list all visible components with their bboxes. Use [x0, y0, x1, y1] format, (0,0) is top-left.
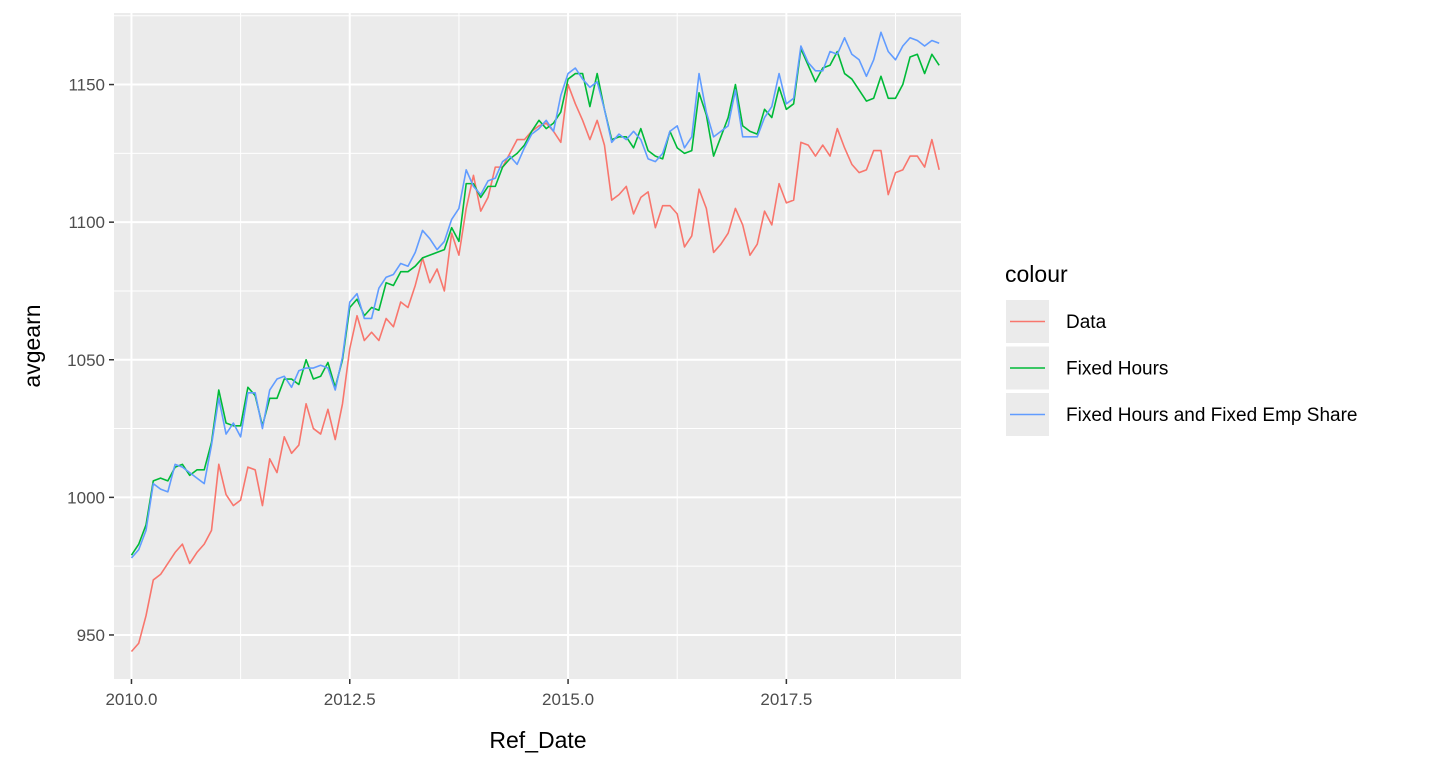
legend: colour Data Fixed Hours Fixed Hours and Fi…	[1005, 261, 1357, 436]
legend-label: Data	[1066, 312, 1107, 333]
legend-label: Fixed Hours and Fixed Emp Share	[1066, 405, 1357, 426]
legend-item-data: Data	[1006, 300, 1107, 343]
x-tick-label: 2012.5	[324, 690, 376, 709]
legend-item-fixed-hours-and-fixed-emp-share: Fixed Hours and Fixed Emp Share	[1006, 393, 1357, 436]
y-tick-label: 950	[77, 626, 105, 645]
series-lines	[130, 31, 940, 653]
y-tick-label: 1050	[67, 351, 105, 370]
legend-item-fixed-hours: Fixed Hours	[1006, 346, 1168, 390]
legend-label: Fixed Hours	[1066, 359, 1168, 380]
y-tick-label: 1100	[68, 213, 105, 232]
x-axis: 2010.0 2012.5 2015.0 2017.5	[105, 679, 812, 709]
series-line-data	[130, 83, 940, 653]
legend-title: colour	[1005, 261, 1068, 287]
x-tick-label: 2017.5	[760, 690, 812, 709]
x-tick-label: 2015.0	[542, 690, 594, 709]
minor-gridlines	[114, 13, 961, 679]
y-tick-label: 1000	[67, 488, 105, 507]
plot-panel	[114, 13, 961, 679]
y-axis: 950 1000 1050 1100 1150	[67, 76, 114, 645]
x-axis-title: Ref_Date	[489, 727, 586, 753]
y-tick-label: 1150	[68, 76, 105, 95]
x-tick-label: 2010.0	[105, 690, 157, 709]
series-line-fixed-hours-and-fixed-emp-share	[130, 31, 940, 559]
y-axis-title: avgearn	[19, 304, 45, 387]
major-gridlines	[114, 13, 961, 679]
